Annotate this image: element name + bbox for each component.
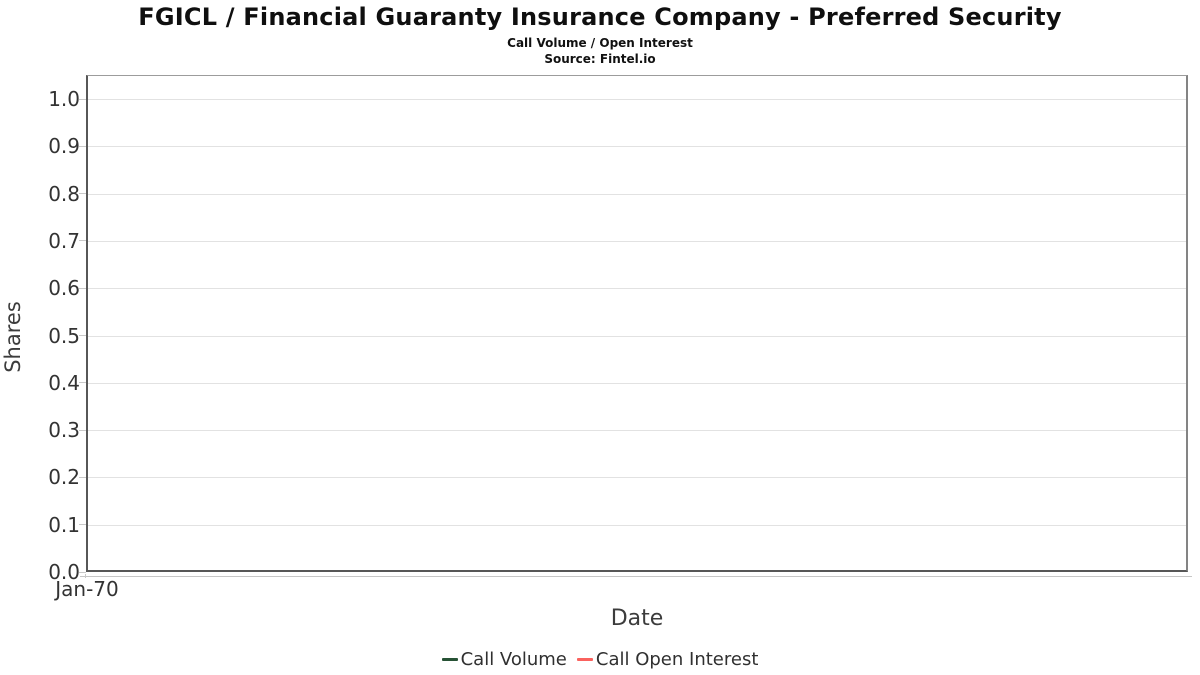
y-axis-tick-mark xyxy=(79,193,86,195)
y-axis-tick-label: 0.5 xyxy=(48,323,80,348)
chart-source: Source: Fintel.io xyxy=(544,52,656,66)
legend-label: Call Open Interest xyxy=(595,648,759,670)
y-axis-tick-label: 0.4 xyxy=(48,370,80,395)
y-axis-tick-mark xyxy=(79,571,86,573)
gridline xyxy=(88,524,1186,526)
y-axis-tick-label: 0.6 xyxy=(48,276,80,301)
legend-swatch-icon xyxy=(441,657,458,661)
y-axis-tick-label: 0.8 xyxy=(48,181,80,206)
gridline xyxy=(88,288,1186,290)
y-axis-tick-label: 0.2 xyxy=(48,465,80,490)
gridline xyxy=(88,477,1186,479)
x-axis-title: Date xyxy=(610,606,664,631)
plot-area xyxy=(86,75,1188,572)
x-axis-tick-label: Jan-70 xyxy=(55,577,119,601)
y-axis-tick-label: 0.3 xyxy=(48,418,80,443)
y-axis-tick-label: 1.0 xyxy=(48,87,80,111)
gridline xyxy=(88,146,1186,148)
gridline xyxy=(88,430,1186,432)
y-axis-tick-mark xyxy=(79,335,86,336)
y-axis-tick-mark xyxy=(79,240,86,242)
gridline xyxy=(88,240,1186,242)
y-axis-tick-mark xyxy=(79,98,86,100)
chart-subtitle: Call Volume / Open Interest xyxy=(507,36,693,50)
y-axis-tick-mark xyxy=(79,287,86,289)
legend-item-call-volume[interactable]: Call Volume xyxy=(441,648,567,670)
y-axis-tick-mark xyxy=(79,429,86,431)
gridline xyxy=(88,193,1186,195)
x-axis-tick-mark xyxy=(85,574,86,578)
y-axis-tick-mark xyxy=(79,382,86,384)
y-axis-tick-label: 0.1 xyxy=(48,512,80,537)
y-axis-tick-mark xyxy=(79,145,86,147)
y-axis-tick-label: 0.0 xyxy=(48,560,80,584)
chart-title: FGICL / Financial Guaranty Insurance Com… xyxy=(138,3,1062,31)
y-axis-tick-label: 0.9 xyxy=(48,134,80,159)
legend: Call Volume Call Open Interest xyxy=(0,646,1200,672)
gridline xyxy=(88,335,1186,337)
y-axis-tick-mark xyxy=(79,524,86,526)
legend-item-call-open-interest[interactable]: Call Open Interest xyxy=(576,648,759,670)
x-axis-line xyxy=(80,576,1192,577)
y-axis-tick-mark xyxy=(79,476,86,478)
gridline xyxy=(88,99,1186,100)
legend-swatch-icon xyxy=(576,657,593,661)
legend-label: Call Volume xyxy=(460,648,567,670)
gridline xyxy=(88,382,1186,384)
y-axis-tick-label: 0.7 xyxy=(48,228,80,253)
